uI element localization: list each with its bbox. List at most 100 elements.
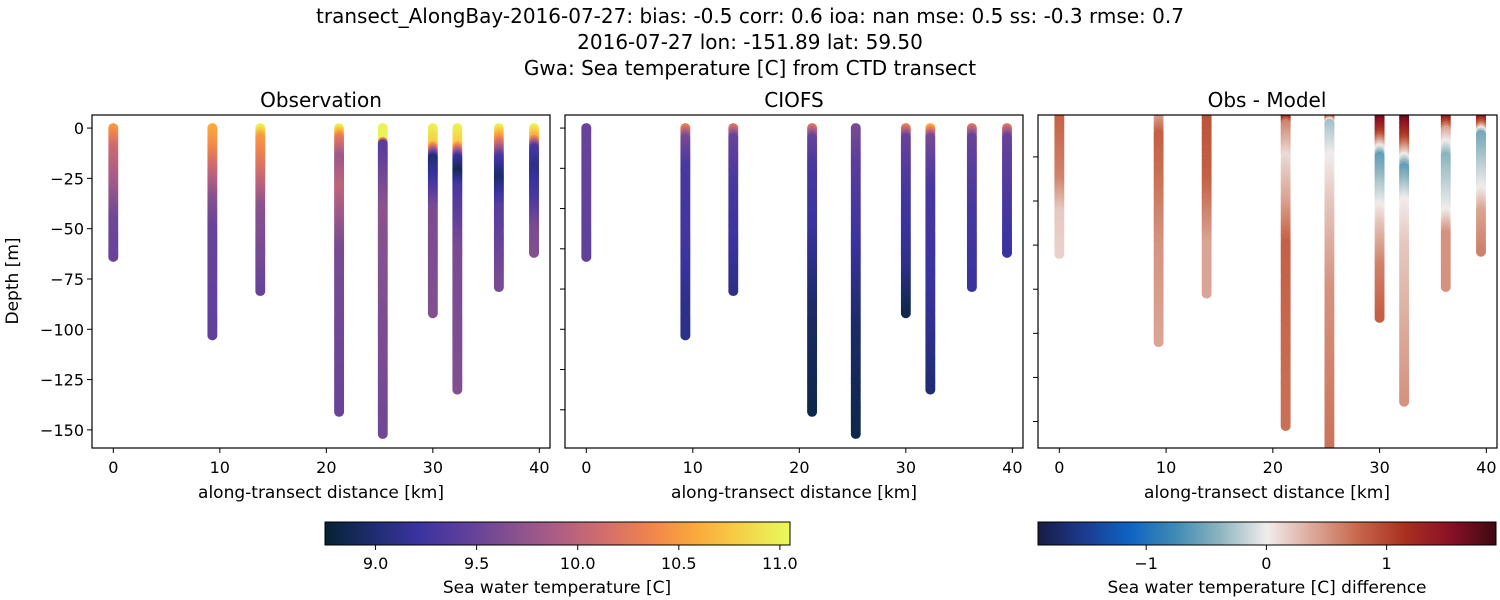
x-tick-label: 30 <box>896 458 916 477</box>
station-cast <box>1002 123 1013 258</box>
x-tick-label: 40 <box>1476 458 1496 477</box>
station-cast <box>1153 115 1164 348</box>
x-tick-label: 30 <box>1369 458 1389 477</box>
data-point <box>1201 288 1212 299</box>
y-tick-label: −25 <box>50 169 84 188</box>
data-point <box>1324 456 1334 466</box>
data-points <box>1054 115 1486 471</box>
station-cast <box>108 123 119 262</box>
colorbar-tick-label: −1 <box>1134 554 1158 573</box>
figure-title-line-2: 2016-07-27 lon: -151.89 lat: 59.50 <box>577 30 923 54</box>
y-tick-label: −150 <box>40 421 84 440</box>
y-tick-label: −100 <box>40 320 84 339</box>
station-cast <box>1201 115 1212 299</box>
data-point <box>1280 420 1291 431</box>
y-tick-label: −125 <box>40 371 84 390</box>
axes-frame <box>1037 114 1498 449</box>
x-tick-label: 30 <box>423 458 443 477</box>
x-tick-label: 20 <box>1263 458 1283 477</box>
y-axis-label: Depth [m] <box>3 237 23 324</box>
x-axis-label-observation: along-transect distance [km] <box>198 483 444 503</box>
x-tick-label: 0 <box>108 458 118 477</box>
data-point <box>1440 282 1451 293</box>
station-cast <box>900 123 911 319</box>
data-points <box>581 123 1013 439</box>
data-point <box>1327 447 1332 448</box>
data-point <box>900 308 911 319</box>
data-point <box>680 330 691 341</box>
panel-obs-model: 0 10 20 30 40 <box>1033 114 1498 477</box>
x-axis-label-obs-model: along-transect distance [km] <box>1144 483 1390 503</box>
x-tick-label: 20 <box>316 458 336 477</box>
data-point <box>807 406 818 417</box>
data-point <box>207 330 218 341</box>
station-cast <box>493 123 504 293</box>
data-point <box>1475 246 1486 257</box>
station-cast <box>207 123 218 341</box>
x-axis-label-ciofs: along-transect distance [km] <box>671 483 917 503</box>
station-cast <box>966 123 977 293</box>
colorbar-difference: −1 0 1 <box>1037 521 1497 573</box>
data-point <box>966 282 977 293</box>
x-tick-label: 0 <box>1054 458 1064 477</box>
axes-frame <box>91 114 551 449</box>
data-point <box>452 384 463 395</box>
data-point <box>1054 248 1065 259</box>
data-point <box>728 286 739 297</box>
data-point <box>1153 337 1164 348</box>
data-point <box>1324 458 1334 468</box>
station-cast <box>452 123 463 395</box>
data-point <box>529 247 540 258</box>
panel-ciofs: 0 10 20 30 40 <box>560 114 1024 477</box>
colorbar-bar <box>324 521 791 546</box>
station-cast <box>581 123 592 262</box>
station-cast <box>1280 115 1291 431</box>
station-cast <box>1440 115 1451 293</box>
data-point <box>850 428 861 439</box>
data-point <box>1324 452 1334 462</box>
data-point <box>377 428 388 439</box>
data-point <box>581 251 592 262</box>
x-tick-label: 40 <box>529 458 549 477</box>
station-cast <box>255 123 266 297</box>
y-tick-label: 0 <box>74 119 84 138</box>
station-cast <box>427 123 438 319</box>
figure-title-line-1: transect_AlongBay-2016-07-27: bias: -0.5… <box>316 4 1184 28</box>
colorbar-label-temperature: Sea water temperature [C] <box>443 578 671 598</box>
panel-title-observation: Observation <box>260 88 382 112</box>
panel-title-ciofs: CIOFS <box>764 88 823 112</box>
station-cast <box>1475 115 1486 257</box>
station-cast <box>728 123 739 297</box>
x-tick-label: 10 <box>683 458 703 477</box>
y-tick-label: −75 <box>50 270 84 289</box>
colorbar-tick-label: 1 <box>1382 554 1392 573</box>
data-point <box>1002 247 1013 258</box>
data-point <box>1324 461 1334 471</box>
panel-title-obs-model: Obs - Model <box>1208 88 1327 112</box>
x-tick-label: 10 <box>1156 458 1176 477</box>
data-point <box>108 251 119 262</box>
colorbar-temperature: 9.0 9.5 10.0 10.5 11.0 <box>324 521 798 573</box>
colorbar-tick-label: 0 <box>1261 554 1271 573</box>
data-point <box>1324 445 1334 448</box>
data-point <box>255 286 266 297</box>
station-cast <box>1399 115 1410 407</box>
station-cast <box>850 123 861 439</box>
x-tick-label: 10 <box>210 458 230 477</box>
station-cast <box>925 123 936 395</box>
x-tick-label: 20 <box>789 458 809 477</box>
colorbar-bar <box>1037 521 1497 546</box>
data-point <box>493 282 504 293</box>
colorbar-tick-label: 9.0 <box>363 554 388 573</box>
station-cast <box>529 123 540 258</box>
data-point <box>925 384 936 395</box>
station-cast <box>377 123 388 439</box>
data-point <box>427 308 438 319</box>
station-cast <box>1054 115 1065 259</box>
data-point <box>1324 450 1334 460</box>
data-points <box>108 123 540 439</box>
station-cast <box>807 123 818 417</box>
station-cast <box>1324 115 1335 471</box>
figure-title-line-3: Gwa: Sea temperature [C] from CTD transe… <box>524 56 976 80</box>
